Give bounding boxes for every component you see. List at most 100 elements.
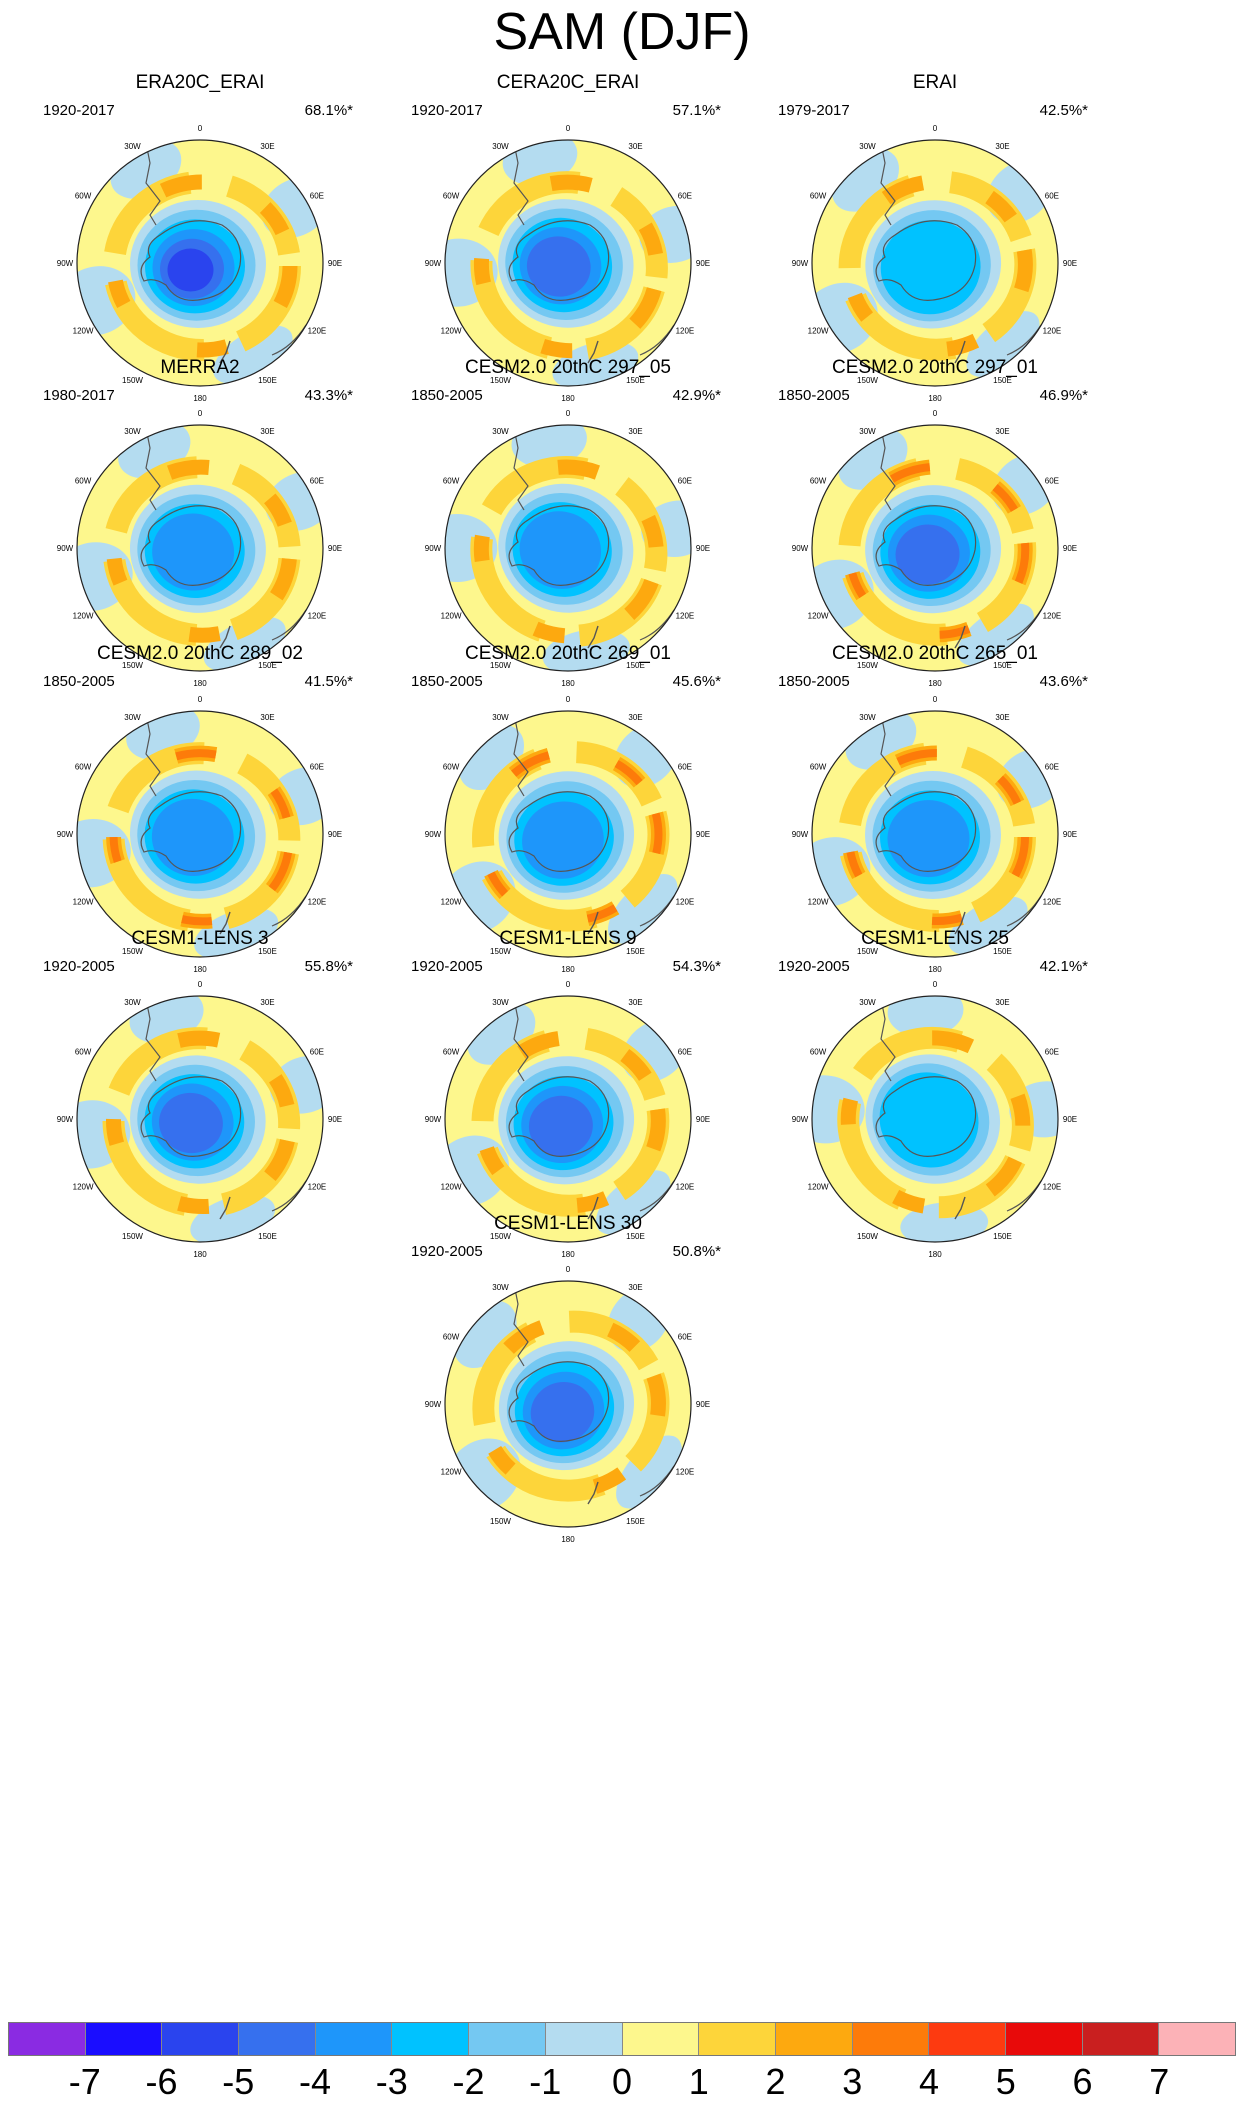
longitude-label: 60W [75, 763, 92, 772]
panel-title: CESM1-LENS 3 [131, 928, 269, 949]
map-boundary [444, 710, 692, 958]
longitude-label: 0 [198, 980, 203, 989]
polar-stereographic-map: 0 30E 60E 90E 120E 150E 180 150W 120W 90W 60W 30W [792, 124, 1077, 403]
longitude-label: 120W [441, 327, 462, 336]
longitude-label: 180 [561, 394, 575, 403]
polar-stereographic-map: 0 30E 60E 90E 120E 150E 180 150W 120W 90W 60W 30W [57, 409, 342, 688]
longitude-label: 120E [676, 327, 695, 336]
map-boundary [444, 995, 692, 1243]
longitude-label: 150E [626, 376, 645, 385]
longitude-label: 60E [310, 477, 324, 486]
panel-variance-explained: 41.5%* [304, 673, 353, 690]
longitude-label: 0 [566, 1265, 571, 1274]
positive-anomaly-band [473, 174, 665, 359]
map-panel: CERA20C_ERAI 1920-2017 57.1%* 0 30E 60E 90E 120… [403, 72, 733, 412]
longitude-label: 180 [561, 1535, 575, 1544]
antarctica-coastline [875, 220, 977, 301]
longitude-label: 150W [857, 661, 878, 670]
longitude-label: 30E [260, 427, 274, 436]
south-america-coastline [876, 996, 896, 1082]
antarctica-coastline [508, 1076, 610, 1157]
longitude-label: 30W [859, 713, 876, 722]
longitude-label: 150E [626, 947, 645, 956]
longitude-label: 30E [628, 1283, 642, 1292]
longitude-label: 150W [490, 376, 511, 385]
new-zealand-coastline [587, 625, 599, 649]
longitude-label: 30E [260, 142, 274, 151]
map-panel: CESM1-LENS 9 1920-2005 54.3%* 0 30E 60E 90E 120… [403, 928, 733, 1268]
panel-period: 1850-2005 [411, 387, 483, 404]
polar-cap-contour [159, 1092, 223, 1154]
positive-anomaly-band [842, 173, 1033, 358]
panel-title: CESM2.0 20thC 297_05 [465, 357, 671, 378]
panel-period: 1850-2005 [778, 673, 850, 690]
longitude-label: 30E [260, 713, 274, 722]
map-panel: CESM2.0 20thC 265_01 1850-2005 43.6%* 0 30E 6… [770, 643, 1100, 983]
longitude-label: 0 [933, 695, 938, 704]
colorbar-tick-label: 6 [1072, 2061, 1093, 2102]
panel-title: CESM1-LENS 30 [494, 1213, 642, 1234]
south-america-coastline [509, 140, 529, 226]
longitude-label: 30E [995, 998, 1009, 1007]
longitude-label: 90W [425, 259, 442, 268]
longitude-label: 90W [792, 544, 809, 553]
colorbar-tick-label: -4 [298, 2061, 332, 2102]
colorbar-swatch [9, 2023, 86, 2055]
map-panel: CESM1-LENS 25 1920-2005 42.1%* 0 30E 60E 90E 12… [770, 928, 1100, 1268]
longitude-label: 90W [425, 1400, 442, 1409]
longitude-label: 90W [792, 1115, 809, 1124]
longitude-label: 30W [124, 427, 141, 436]
panel-period: 1850-2005 [778, 387, 850, 404]
longitude-label: 120W [441, 1183, 462, 1192]
panel-title: CESM1-LENS 9 [499, 928, 637, 949]
panel-period: 1920-2005 [411, 958, 483, 975]
panel-variance-explained: 42.9%* [672, 387, 721, 404]
map-panel: CESM2.0 20thC 297_01 1850-2005 46.9%* 0 30E 6… [770, 357, 1100, 697]
panel-title: ERA20C_ERAI [135, 72, 265, 93]
longitude-label: 90E [1063, 830, 1077, 839]
panel-title: CESM1-LENS 25 [861, 928, 1009, 949]
map-panel: CESM2.0 20thC 297_05 1850-2005 42.9%* 0 30E 6… [403, 357, 733, 697]
longitude-label: 60E [678, 477, 692, 486]
new-zealand-coastline [219, 911, 231, 935]
longitude-label: 150E [258, 376, 277, 385]
panel-variance-explained: 50.8%* [672, 1243, 721, 1260]
africa-coastline [1014, 425, 1046, 426]
polar-stereographic-map: 0 30E 60E 90E 120E 150E 180 150W 120W 90W 60W 30W [792, 695, 1077, 974]
longitude-label: 60E [310, 763, 324, 772]
longitude-label: 90E [328, 259, 342, 268]
positive-anomaly-band [845, 749, 1029, 925]
longitude-label: 60E [310, 1048, 324, 1057]
longitude-label: 60W [810, 477, 827, 486]
longitude-label: 180 [928, 394, 942, 403]
panel-period: 1920-2017 [43, 102, 115, 119]
longitude-label: 0 [566, 695, 571, 704]
colorbar-tick-label: 0 [611, 2061, 633, 2102]
longitude-label: 120E [676, 612, 695, 621]
south-america-coastline [509, 996, 529, 1082]
map-panel: MERRA2 1980-2017 43.3%* 0 30E 60E 90E 120E 150E 1… [35, 357, 365, 697]
longitude-label: 150W [490, 947, 511, 956]
positive-anomaly-band [109, 749, 294, 926]
south-america-coastline [141, 425, 161, 511]
longitude-label: 60W [443, 1048, 460, 1057]
longitude-label: 30E [995, 142, 1009, 151]
longitude-label: 90E [328, 830, 342, 839]
map-boundary [444, 424, 692, 672]
colorbar-swatch [1082, 2023, 1160, 2055]
longitude-label: 150E [258, 661, 277, 670]
polar-stereographic-map: 0 30E 60E 90E 120E 150E 180 150W 120W 90W 60W 30W [425, 124, 710, 403]
longitude-label: 120W [808, 1183, 829, 1192]
longitude-label: 120E [308, 1183, 327, 1192]
new-zealand-coastline [954, 1196, 966, 1220]
polar-cap-contour [151, 798, 234, 876]
africa-coastline [279, 425, 311, 426]
polar-cap-contour [895, 524, 960, 585]
panel-variance-explained: 43.3%* [304, 387, 353, 404]
polar-stereographic-map: 0 30E 60E 90E 120E 150E 180 150W 120W 90W 60W 30W [792, 980, 1077, 1259]
polar-stereographic-map: 0 30E 60E 90E 120E 150E 180 150W 120W 90W 60W 30W [425, 409, 710, 688]
longitude-label: 60E [678, 763, 692, 772]
longitude-label: 30E [628, 427, 642, 436]
polar-stereographic-map: 0 30E 60E 90E 120E 150E 180 150W 120W 90W 60W 30W [57, 124, 342, 403]
colorbar-swatch [929, 2023, 1006, 2055]
